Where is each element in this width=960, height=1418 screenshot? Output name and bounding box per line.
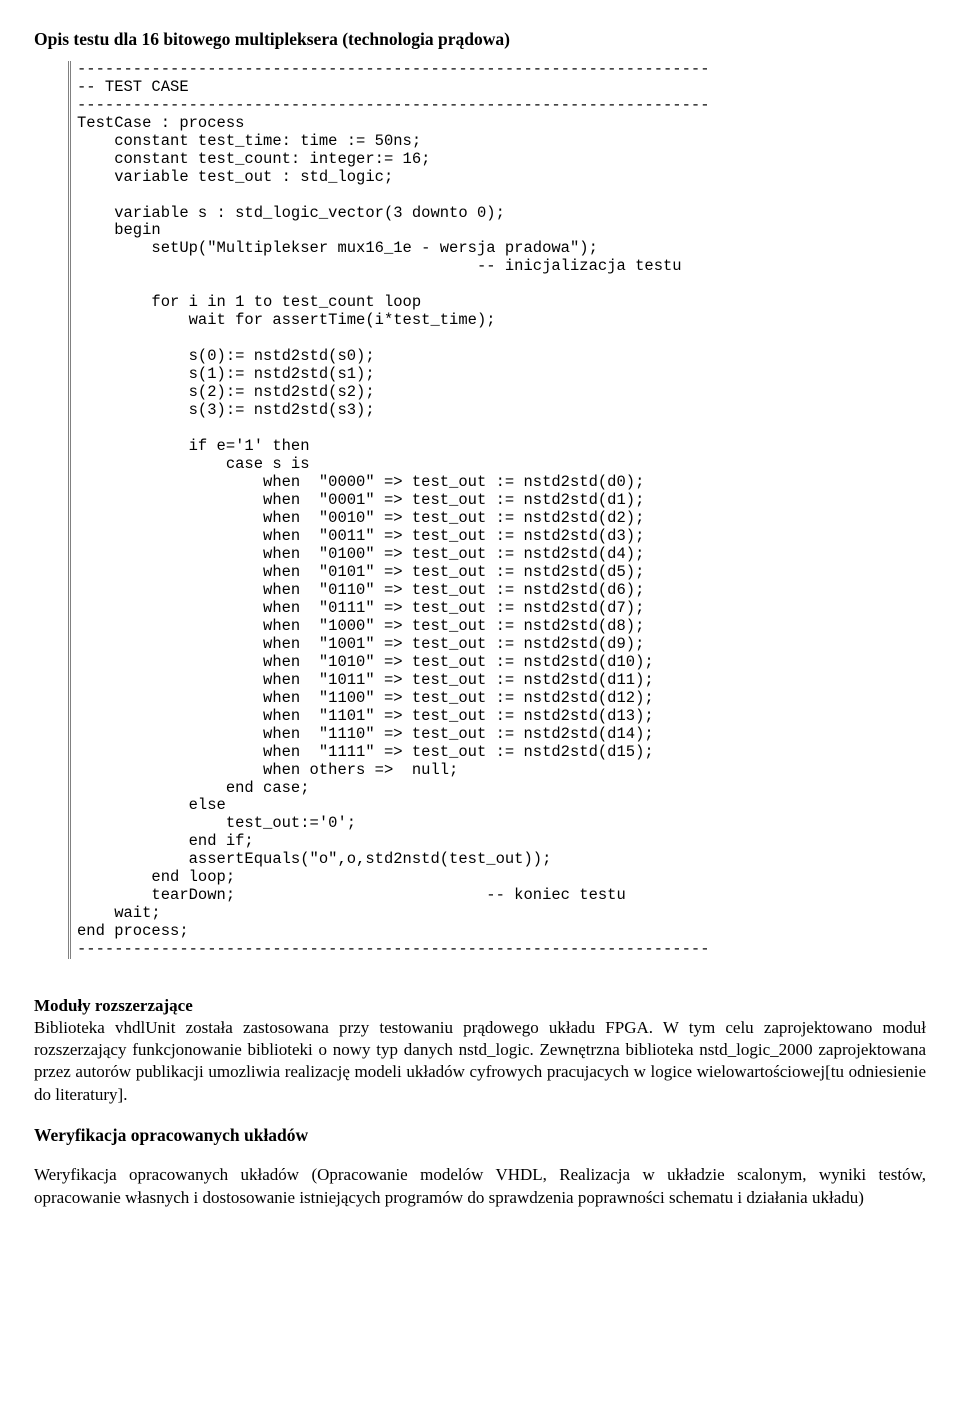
code-block: ----------------------------------------… (77, 61, 926, 959)
code-block-wrap: ----------------------------------------… (68, 61, 926, 959)
section-verification-body: Weryfikacja opracowanych układów (Opraco… (34, 1164, 926, 1208)
section-modules-body: Biblioteka vhdlUnit została zastosowana … (34, 1018, 926, 1103)
section-verification-heading: Weryfikacja opracowanych układów (34, 1124, 926, 1147)
page-title: Opis testu dla 16 bitowego multipleksera… (34, 28, 926, 51)
section-modules-heading: Moduły rozszerzające (34, 996, 193, 1015)
section-modules: Moduły rozszerzające Biblioteka vhdlUnit… (34, 995, 926, 1105)
